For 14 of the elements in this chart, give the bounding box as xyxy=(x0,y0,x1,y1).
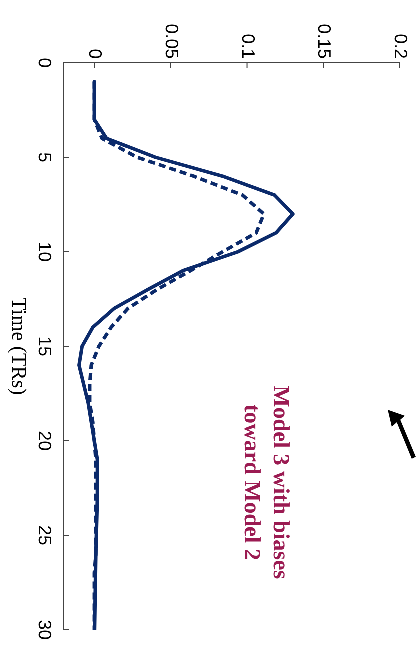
x-tick-label: 0.15 xyxy=(314,24,335,59)
y-tick-label: 25 xyxy=(35,525,56,546)
y-tick-label: 10 xyxy=(35,242,56,262)
y-axis-title: Time (TRs) xyxy=(7,298,32,396)
x-tick-label: 0 xyxy=(86,48,106,59)
y-tick-label: 30 xyxy=(35,620,56,640)
y-tick-label: 5 xyxy=(35,152,56,163)
annotation: Model 3 with biases toward Model 2 xyxy=(240,386,294,580)
y-tick-label: 15 xyxy=(35,336,56,357)
y-tick-label: 20 xyxy=(35,430,56,452)
x-tick-label: 0.1 xyxy=(238,34,258,59)
x-tick-label: 0.2 xyxy=(391,34,412,59)
x-tick-label: 0.05 xyxy=(162,24,182,59)
y-tick-label: 0 xyxy=(35,58,56,68)
